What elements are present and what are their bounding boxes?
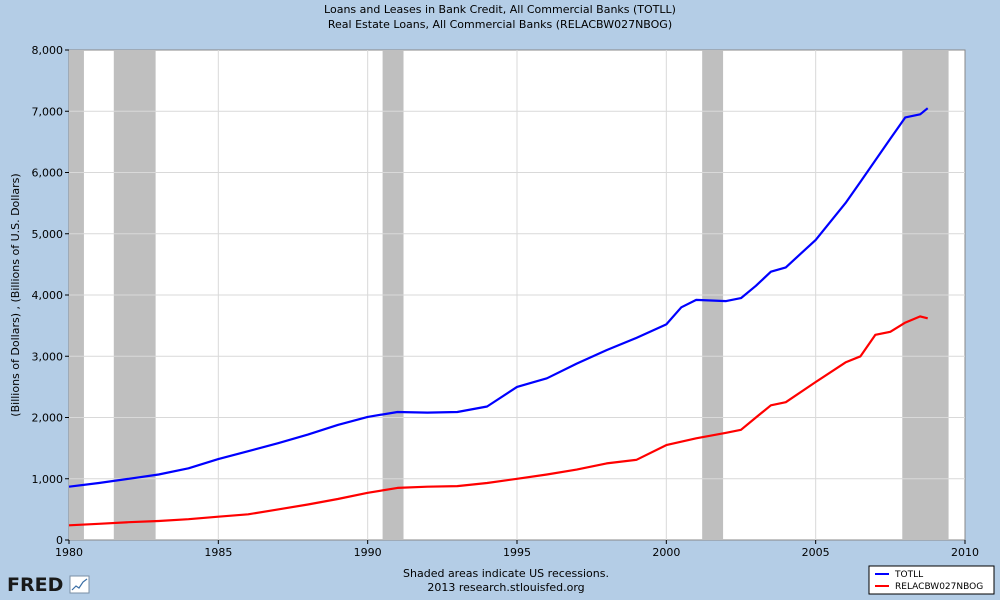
y-tick-label-1: 1,000 [32, 473, 64, 486]
axis-ticks: 1980 1985 1990 1995 2000 2005 2010 0 1,000 2,000 3… [32, 44, 980, 559]
fred-logo-chart-icon-line [71, 578, 88, 591]
y-tick-label-5: 5,000 [32, 228, 64, 241]
footer-recession-note: Shaded areas indicate US recessions. [403, 567, 609, 580]
x-tick-label-5: 2005 [802, 546, 830, 559]
series-line-totll [68, 107, 929, 488]
legend-label-relacbw027nbog: RELACBW027NBOG [895, 582, 983, 592]
y-axis-label: (Billions of Dollars) , (Billions of U.S… [9, 173, 22, 416]
x-tick-label-6: 2010 [951, 546, 979, 559]
x-tick-label-2: 1990 [354, 546, 382, 559]
chart-subtitle: Real Estate Loans, All Commercial Banks … [328, 18, 672, 31]
grid-lines [69, 50, 965, 540]
y-tick-label-2: 2,000 [32, 412, 64, 425]
legend-label-totll: TOTLL [894, 570, 923, 580]
footer-source: 2013 research.stlouisfed.org [427, 581, 584, 594]
chart-title: Loans and Leases in Bank Credit, All Com… [324, 3, 676, 16]
x-tick-label-0: 1980 [55, 546, 83, 559]
fred-logo-chart-icon [69, 575, 90, 594]
y-tick-label-6: 6,000 [32, 167, 64, 180]
legend: TOTLL RELACBW027NBOG [868, 565, 995, 595]
y-tick-label-7: 7,000 [32, 105, 64, 118]
series-lines [68, 107, 929, 527]
fred-logo: FRED [7, 574, 90, 596]
y-tick-label-0: 0 [56, 534, 63, 547]
x-tick-label-3: 1995 [503, 546, 531, 559]
fred-logo-text: FRED [7, 574, 63, 596]
x-tick-label-1: 1985 [204, 546, 232, 559]
legend-box [868, 565, 995, 595]
y-tick-label-8: 8,000 [32, 44, 64, 57]
series-line-relacbw027nbog [68, 315, 928, 527]
x-tick-label-4: 2000 [652, 546, 680, 559]
y-tick-label-3: 3,000 [32, 350, 64, 363]
y-tick-label-4: 4,000 [32, 289, 64, 302]
